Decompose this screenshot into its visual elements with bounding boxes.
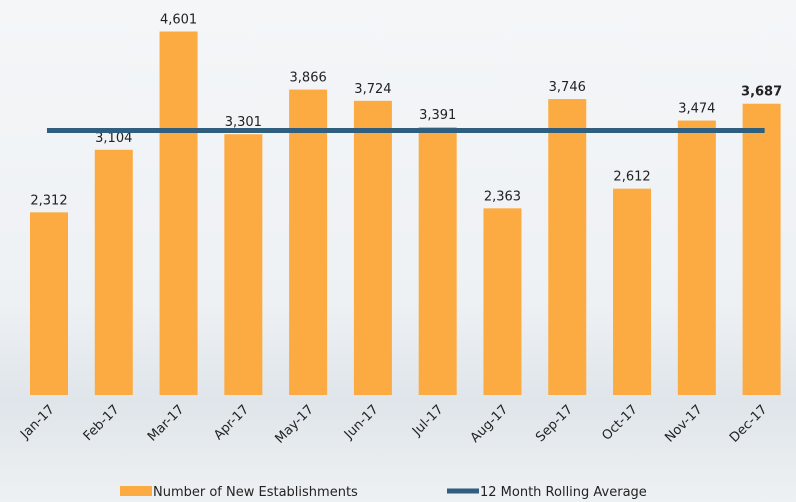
value-label: 3,301 [225, 115, 262, 130]
bar [483, 208, 521, 395]
value-label: 2,312 [30, 193, 67, 208]
value-label: 3,724 [354, 82, 391, 97]
value-label: 3,746 [549, 80, 586, 95]
bar [224, 134, 262, 395]
x-tick-label: Jun-17 [341, 402, 382, 443]
bar [613, 189, 651, 395]
x-tick-label: May-17 [272, 402, 316, 446]
value-label: 2,363 [484, 189, 521, 204]
legend-label: Number of New Establishments [153, 485, 358, 500]
legend-swatch [120, 486, 152, 496]
bar [289, 90, 327, 395]
value-label: 2,612 [613, 170, 650, 185]
x-tick-label: Nov-17 [662, 402, 705, 445]
value-label: 3,687 [741, 85, 782, 100]
chart: 2,312 3,104 4,601 3,301 3,866 3,724 3,391 2,363… [0, 0, 796, 502]
x-tick-label: Sep-17 [533, 402, 576, 445]
x-tick-label: Aug-17 [468, 402, 512, 446]
page: 2,312 3,104 4,601 3,301 3,866 3,724 3,391 2,363… [0, 0, 796, 502]
bar [95, 150, 133, 395]
bar [548, 99, 586, 395]
bar [354, 101, 392, 395]
value-label: 4,601 [160, 13, 197, 28]
x-tick-label: Feb-17 [81, 402, 123, 444]
x-tick-label: Jul-17 [409, 402, 446, 439]
bar [160, 32, 198, 395]
bar [419, 127, 457, 395]
x-tick-label: Apr-17 [211, 402, 252, 443]
bar [30, 212, 68, 395]
value-label: 3,391 [419, 108, 456, 123]
value-label: 3,474 [678, 102, 715, 117]
value-label: 3,866 [290, 71, 327, 86]
bar [743, 104, 781, 395]
bar [678, 121, 716, 395]
x-tick-label: Jan-17 [17, 402, 58, 443]
value-label: 3,104 [95, 131, 132, 146]
legend-label: 12 Month Rolling Average [480, 485, 647, 500]
x-tick-label: Dec-17 [727, 402, 770, 445]
x-tick-label: Oct-17 [599, 402, 641, 444]
x-tick-label: Mar-17 [145, 402, 187, 444]
